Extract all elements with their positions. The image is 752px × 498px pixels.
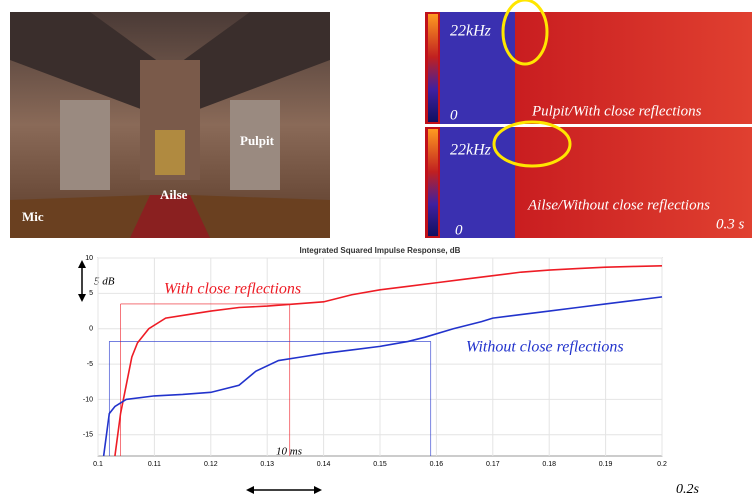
photo-label: Ailse	[160, 187, 188, 202]
chart-title: Integrated Squared Impulse Response, dB	[300, 246, 461, 255]
y-tick-label: 0	[89, 326, 93, 333]
chart: Integrated Squared Impulse Response, dB …	[78, 246, 700, 497]
x-tick-label: 0.14	[317, 461, 331, 468]
x-tick-label: 0.1	[93, 461, 103, 468]
y-tick-label: -5	[87, 361, 93, 368]
x-tick-label: 0.13	[260, 461, 274, 468]
freq-label: 0	[450, 107, 458, 123]
x-tick-label: 0.17	[486, 461, 500, 468]
spectrograms: 22kHz 0 Pulpit/With close reflections 22…	[425, 0, 752, 238]
x-tick-label: 0.11	[148, 461, 161, 468]
photo: Pulpit Ailse Mic	[10, 12, 330, 238]
series-line	[102, 296, 663, 457]
y-tick-label: 10	[85, 255, 93, 262]
spectrogram-caption: Pulpit/With close reflections	[531, 103, 702, 119]
x-tick-label: 0.16	[430, 461, 444, 468]
legend-label: Without close reflections	[466, 339, 624, 356]
photo-label: Pulpit	[240, 133, 275, 148]
x-tick-label: 0.15	[373, 461, 387, 468]
annotation: 0.2s	[676, 482, 700, 497]
series-line	[114, 264, 663, 457]
annotation: 10 ms	[276, 446, 302, 458]
y-tick-label: -15	[83, 432, 93, 439]
y-tick-label: 5	[89, 290, 93, 297]
x-tick-label: 0.19	[599, 461, 613, 468]
x-tick-label: 0.18	[542, 461, 556, 468]
photo-label: Mic	[22, 209, 44, 224]
legend-label: With close reflections	[164, 281, 301, 298]
y-tick-label: -10	[83, 396, 93, 403]
freq-label: 22kHz	[450, 23, 492, 40]
x-tick-label: 0.2	[657, 461, 667, 468]
x-tick-label: 0.12	[204, 461, 218, 468]
freq-label: 22kHz	[450, 142, 492, 159]
spectrogram-caption: Ailse/Without close reflections	[527, 197, 710, 213]
annotation: 5 dB	[94, 276, 115, 288]
freq-label: 0	[455, 222, 463, 238]
time-label: 0.3 s	[716, 216, 745, 232]
